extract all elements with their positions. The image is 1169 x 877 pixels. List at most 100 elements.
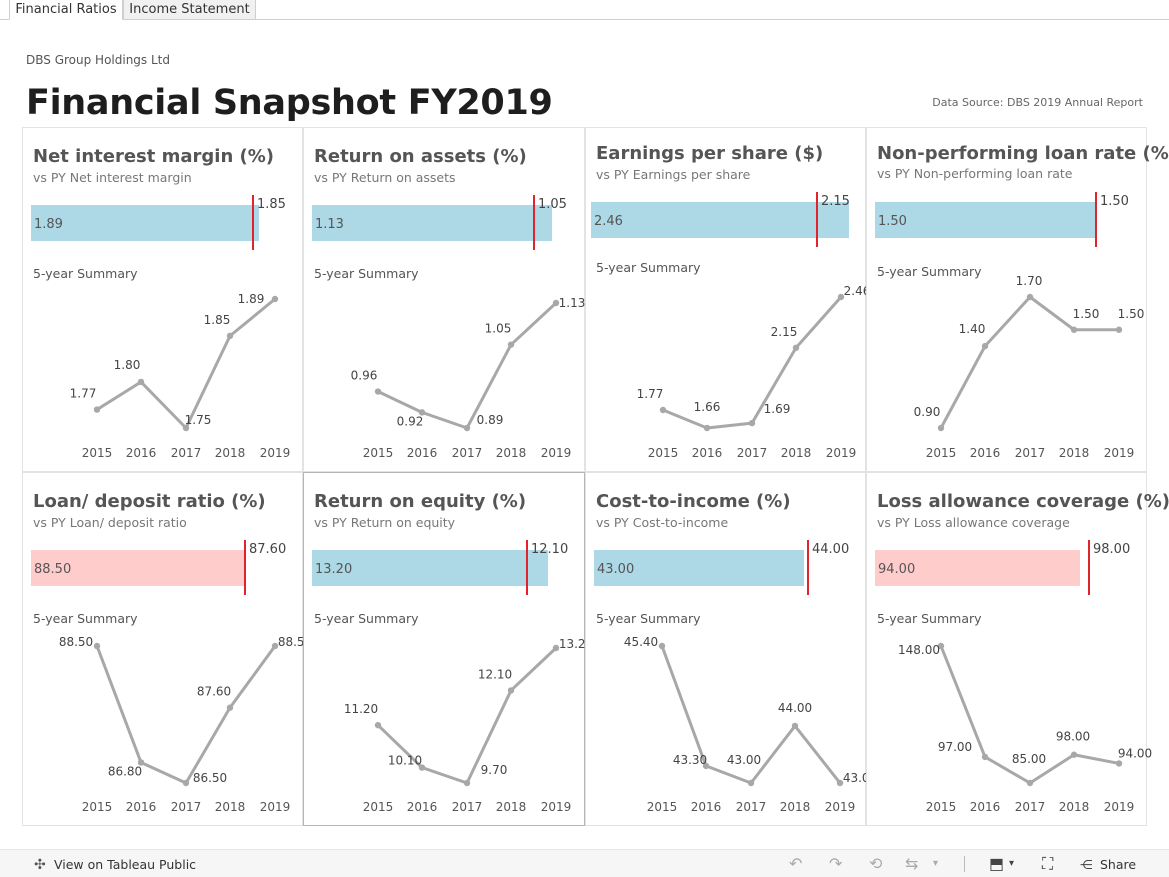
- data-point[interactable]: [791, 722, 799, 730]
- x-tick-label: 2017: [452, 446, 483, 460]
- ratio-panel[interactable]: Return on assets (%) vs PY Return on asse…: [303, 127, 585, 472]
- five-year-line-chart: 11.20 2015 10.10 2016 9.70 2017 12.10 2018 13.20…: [344, 637, 593, 814]
- data-point[interactable]: [137, 759, 145, 766]
- data-point[interactable]: [552, 644, 560, 652]
- x-tick-label: 2018: [215, 800, 246, 814]
- five-year-line-chart: 45.40201543.30201643.00201744.00201843.0…: [624, 635, 877, 814]
- data-point[interactable]: [182, 424, 190, 432]
- refresh-icon[interactable]: ⇆: [905, 854, 919, 873]
- data-label: 13.20: [559, 637, 593, 651]
- data-point[interactable]: [552, 299, 560, 307]
- ratio-panel[interactable]: Loan/ deposit ratio (%) vs PY Loan/ depos…: [22, 472, 312, 826]
- ratio-panel[interactable]: Return on equity (%) vs PY Return on equi…: [303, 472, 593, 826]
- view-on-tableau-label: View on Tableau Public: [53, 857, 197, 872]
- x-tick-label: 2018: [496, 800, 527, 814]
- panel-title: Loan/ deposit ratio (%): [33, 491, 266, 512]
- data-point[interactable]: [658, 642, 666, 650]
- data-label: 1.70: [1016, 274, 1043, 288]
- data-point[interactable]: [507, 687, 515, 694]
- data-point[interactable]: [463, 779, 471, 787]
- five-year-line-chart: 1.77 2015 1.66 2016 1.69 2017 2.15 2018 2.46 2019: [637, 284, 871, 460]
- data-point[interactable]: [1026, 779, 1034, 787]
- data-point[interactable]: [981, 753, 989, 761]
- data-point[interactable]: [747, 779, 755, 787]
- data-point[interactable]: [1070, 326, 1078, 333]
- data-label: 86.50: [193, 771, 227, 785]
- data-label: 0.96: [351, 369, 378, 383]
- page-title: Financial Snapshot FY2019: [26, 83, 553, 123]
- data-point[interactable]: [792, 344, 800, 351]
- data-point[interactable]: [271, 642, 279, 650]
- x-tick-label: 2018: [1059, 800, 1090, 814]
- ratio-panel[interactable]: Net interest margin (%) vs PY Net interes…: [22, 127, 303, 472]
- tab-income-statement[interactable]: Income Statement: [123, 0, 256, 20]
- data-point[interactable]: [226, 332, 234, 340]
- data-point[interactable]: [226, 704, 234, 711]
- fullscreen-icon[interactable]: ⛶: [1042, 854, 1054, 873]
- x-tick-label: 2016: [970, 446, 1001, 460]
- data-point[interactable]: [374, 721, 382, 729]
- tab-financial-ratios[interactable]: Financial Ratios: [9, 0, 123, 20]
- share-button[interactable]: ⋲ Share: [1080, 857, 1136, 872]
- kpi-bullet-chart: 1.13 1.05: [312, 195, 567, 250]
- data-point[interactable]: [659, 406, 667, 414]
- data-point[interactable]: [271, 295, 279, 303]
- redo-icon[interactable]: ↷: [829, 854, 843, 873]
- current-value-bar[interactable]: [591, 202, 849, 238]
- current-value-bar[interactable]: [31, 205, 259, 241]
- x-tick-label: 2018: [215, 446, 246, 460]
- data-point[interactable]: [1070, 751, 1078, 758]
- ratio-panel[interactable]: Non-performing loan rate (%) vs PY Non-pe…: [866, 127, 1169, 472]
- current-value-bar[interactable]: [875, 202, 1097, 238]
- data-point[interactable]: [93, 406, 101, 413]
- revert-icon[interactable]: ⟲: [869, 854, 883, 873]
- current-value-bar[interactable]: [875, 550, 1080, 586]
- pause-dropdown-icon[interactable]: ▾: [933, 858, 939, 869]
- data-point[interactable]: [374, 388, 382, 395]
- data-label: 97.00: [938, 740, 972, 754]
- data-point[interactable]: [702, 762, 710, 770]
- ratio-panel[interactable]: Loss allowance coverage (%) vs PY Loss al…: [866, 472, 1169, 826]
- data-label: 1.75: [185, 413, 212, 427]
- kpi-bullet-chart: 1.50 1.50: [875, 192, 1129, 247]
- x-tick-label: 2016: [691, 800, 722, 814]
- data-point[interactable]: [1115, 760, 1123, 767]
- data-point[interactable]: [981, 342, 989, 350]
- undo-icon[interactable]: ↶: [789, 854, 803, 873]
- current-value-bar[interactable]: [31, 550, 245, 586]
- download-dropdown-icon[interactable]: ▾: [1009, 858, 1015, 869]
- data-point[interactable]: [1026, 293, 1034, 301]
- data-label: 1.80: [114, 358, 141, 372]
- data-point[interactable]: [463, 424, 471, 432]
- data-point[interactable]: [703, 424, 711, 432]
- view-on-tableau-link[interactable]: ✣ View on Tableau Public: [34, 857, 196, 873]
- data-point[interactable]: [137, 378, 145, 386]
- data-point[interactable]: [937, 424, 945, 432]
- panel-subtitle: vs PY Non-performing loan rate: [877, 166, 1073, 181]
- current-value-bar[interactable]: [312, 205, 552, 241]
- x-tick-label: 2019: [825, 800, 856, 814]
- current-value-bar[interactable]: [594, 550, 804, 586]
- previous-value-label: 98.00: [1093, 542, 1130, 557]
- data-point[interactable]: [837, 293, 845, 301]
- data-point[interactable]: [937, 642, 945, 650]
- data-label: 1.69: [764, 402, 791, 416]
- data-label: 1.40: [959, 322, 986, 336]
- data-point[interactable]: [182, 779, 190, 787]
- panel-title: Return on assets (%): [314, 146, 527, 167]
- data-point[interactable]: [418, 409, 426, 416]
- ratio-panel[interactable]: Earnings per share ($) vs PY Earnings per…: [585, 127, 871, 472]
- data-point[interactable]: [836, 779, 844, 787]
- x-tick-label: 2017: [171, 446, 202, 460]
- x-tick-label: 2015: [363, 446, 394, 460]
- data-point[interactable]: [418, 764, 426, 771]
- download-icon[interactable]: ⬒: [989, 854, 1005, 873]
- data-point[interactable]: [748, 419, 756, 427]
- data-point[interactable]: [1115, 326, 1123, 333]
- data-label: 45.40: [624, 635, 658, 649]
- data-point[interactable]: [93, 642, 101, 650]
- data-point[interactable]: [507, 341, 515, 348]
- ratio-panel[interactable]: Cost-to-income (%) vs PY Cost-to-income 43…: [585, 472, 877, 826]
- current-value-bar[interactable]: [312, 550, 548, 586]
- kpi-bullet-chart: 1.89 1.85: [31, 195, 286, 250]
